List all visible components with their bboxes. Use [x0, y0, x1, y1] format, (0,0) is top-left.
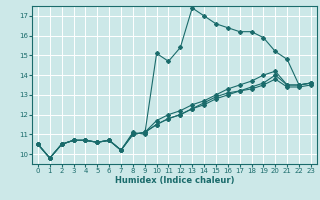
X-axis label: Humidex (Indice chaleur): Humidex (Indice chaleur) — [115, 176, 234, 185]
